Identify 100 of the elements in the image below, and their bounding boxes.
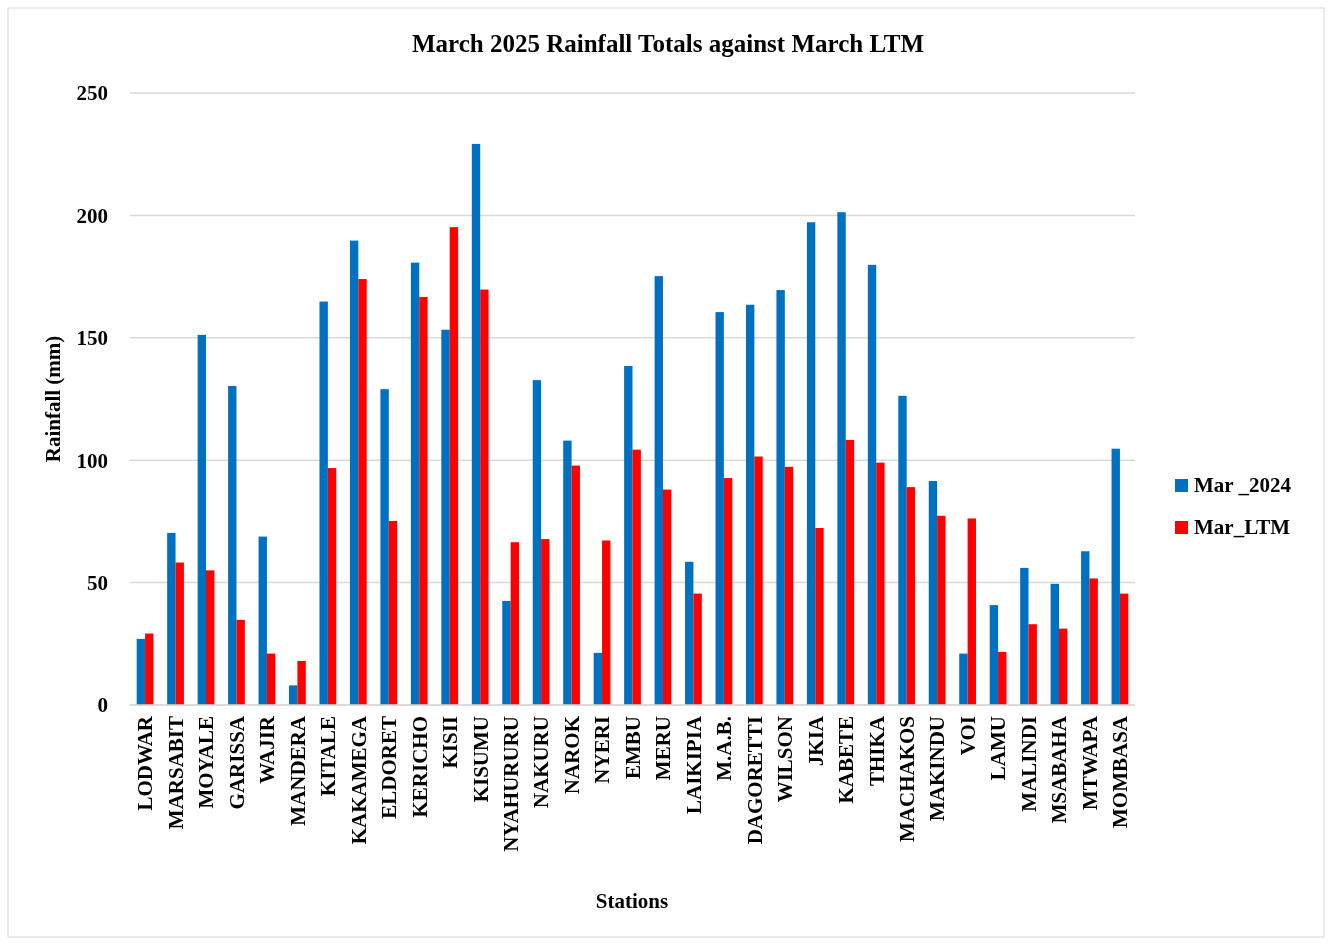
x-tick-label: KISII [438,716,463,769]
bar [571,465,580,705]
x-tick-label: THIKA [864,715,889,787]
bar [693,593,702,705]
bar [197,334,207,705]
bar [563,440,572,705]
x-tick-label: MALINDI [1016,716,1041,812]
x-tick-label: LAMU [986,716,1011,781]
bar [602,540,611,705]
bar [806,222,816,705]
x-tick-label: KERICHO [407,716,432,818]
x-tick-label: NAROK [559,715,584,795]
x-tick-label: WILSON [773,716,798,803]
x-tick-label: JKIA [803,715,828,767]
bar [1058,628,1068,705]
y-tick-label: 200 [76,203,108,228]
bar [754,456,763,705]
y-tick-label: 50 [87,570,108,595]
bar [837,212,846,705]
bar [449,227,459,705]
x-tick-label: KITALE [316,716,341,797]
bar [388,520,398,705]
chart-title: March 2025 Rainfall Totals against March LTM [411,30,925,57]
bar [236,619,245,705]
legend-label: Mar _2024 [1194,473,1292,498]
x-tick-label: ELDORET [377,716,402,819]
bar [937,515,946,705]
bar [715,312,724,705]
x-tick-label: LAIKIPIA [681,715,706,815]
bar [654,276,663,705]
x-tick-label: MSABAHA [1047,715,1072,824]
bar [175,562,184,705]
bar [898,395,907,705]
x-tick-label: M.A.B. [712,716,737,781]
bar [441,329,450,705]
x-tick-label: MANDERA [285,715,310,826]
bar [1089,578,1098,705]
y-axis-title: Rainfall (mm) [41,335,65,463]
bar [349,240,359,705]
bar [541,539,550,705]
bar [167,532,176,705]
bar [685,561,694,705]
bar [662,489,672,705]
bar [776,290,785,705]
x-tick-label: GARISSA [224,715,249,810]
bar [532,380,542,705]
x-tick-label: DAGORETTI [742,716,767,845]
bar [380,389,389,705]
x-tick-label: MERU [651,716,676,781]
x-tick-label: EMBU [620,716,645,779]
bar [989,605,999,705]
bar [876,462,885,705]
x-tick-label: WAJIR [255,715,280,784]
x-tick-label: MOYALE [194,716,219,809]
bar [228,386,237,705]
bar [206,570,215,705]
x-tick-label: MARSABIT [163,716,188,830]
bar [1020,567,1029,705]
bar [1081,551,1090,705]
bar [815,528,824,705]
x-tick-label: LODWAR [133,715,158,811]
bar [266,653,276,705]
legend-label: Mar_LTM [1194,515,1291,540]
x-axis-title: Stations [595,889,669,913]
x-tick-label: MAKINDU [925,716,950,821]
bar [745,304,755,705]
bar [480,289,489,705]
bar [867,264,877,705]
bar [845,439,855,705]
y-tick-label: 250 [76,81,108,106]
bar [624,365,633,705]
bar [967,518,976,705]
bar [784,466,794,705]
x-tick-label: KABETE [834,716,859,804]
bar [327,468,337,705]
bar [1028,624,1037,705]
bar [928,481,938,705]
bar [419,296,428,705]
x-tick-label: NYERI [590,716,615,784]
y-tick-label: 100 [76,448,108,473]
bar [502,600,511,705]
bar [358,279,367,705]
bar [593,652,603,705]
x-tick-label: KAKAMEGA [346,715,371,845]
x-tick-label: KISUMU [468,716,493,803]
y-tick-label: 0 [97,693,108,718]
bar [998,651,1007,705]
bar [258,536,267,705]
y-tick-label: 150 [76,326,108,351]
bar [632,449,641,705]
bar [510,542,520,705]
bar [136,638,146,705]
bar [145,633,154,705]
x-tick-label: NYAHURURU [498,716,523,852]
bar [1050,583,1059,705]
bar [1111,448,1120,705]
x-tick-label: NAKURU [529,716,554,809]
bar [1119,593,1129,705]
bar [959,653,968,705]
bar [410,262,420,705]
